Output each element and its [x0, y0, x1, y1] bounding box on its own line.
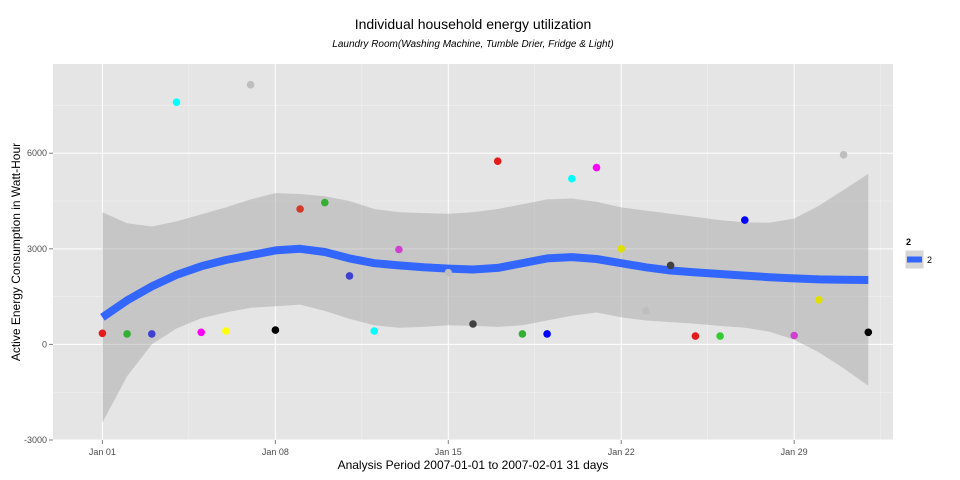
- data-point: [666, 261, 675, 270]
- legend-title: 2: [906, 237, 911, 247]
- chart-title: Individual household energy utilization: [355, 16, 592, 32]
- y-tick-label: 6000: [27, 148, 47, 158]
- data-point: [123, 330, 131, 338]
- y-tick-label: 3000: [27, 244, 47, 254]
- data-point: [222, 327, 230, 335]
- data-point: [518, 330, 527, 338]
- data-point: [716, 332, 724, 340]
- data-point: [642, 307, 650, 315]
- data-point: [296, 205, 304, 213]
- data-point: [197, 328, 205, 337]
- data-points: [98, 80, 873, 340]
- x-axis: Jan 01 Jan 08 Jan 15 Jan 22 Jan 29: [89, 440, 808, 457]
- x-tick-label: Jan 01: [89, 447, 116, 457]
- legend-label: 2: [927, 255, 932, 265]
- data-point: [370, 327, 379, 335]
- legend: 2 2: [904, 237, 932, 270]
- confidence-band-area: [102, 173, 869, 423]
- data-point: [345, 272, 354, 280]
- y-axis: -3000 0 3000 6000: [24, 148, 53, 445]
- x-tick-label: Jan 15: [435, 447, 462, 457]
- confidence-band: [102, 173, 869, 423]
- x-tick-label: Jan 22: [608, 447, 635, 457]
- y-tick-label: 0: [42, 339, 47, 349]
- plot-panel: [53, 64, 893, 440]
- data-point: [864, 328, 873, 337]
- data-point: [568, 174, 576, 183]
- x-tick-label: Jan 29: [781, 447, 808, 457]
- data-point: [592, 163, 601, 172]
- data-point: [395, 245, 403, 254]
- data-point: [444, 268, 453, 277]
- smooth-line-path: [100, 244, 869, 321]
- data-point: [815, 296, 823, 304]
- data-point: [543, 330, 551, 338]
- data-point: [246, 80, 255, 89]
- smooth-line: [100, 244, 869, 321]
- data-point: [617, 245, 625, 253]
- data-point: [493, 157, 502, 165]
- data-point: [839, 151, 848, 159]
- chart-subtitle: Laundry Room(Washing Machine, Tumble Dri…: [332, 39, 613, 50]
- data-point: [741, 216, 749, 224]
- data-point: [691, 332, 700, 340]
- data-point: [172, 98, 181, 106]
- grid-minor: [53, 64, 893, 440]
- data-point: [790, 331, 798, 340]
- y-tick-label: -3000: [24, 435, 47, 445]
- data-point: [98, 329, 107, 338]
- x-tick-label: Jan 08: [262, 447, 289, 457]
- x-axis-title: Analysis Period 2007-01-01 to 2007-02-01…: [338, 458, 609, 472]
- data-point: [321, 198, 329, 207]
- data-point: [271, 326, 280, 334]
- data-point: [148, 330, 156, 338]
- y-axis-title: Active Energy Consumption in Watt-Hour: [9, 143, 23, 361]
- data-point: [469, 320, 477, 328]
